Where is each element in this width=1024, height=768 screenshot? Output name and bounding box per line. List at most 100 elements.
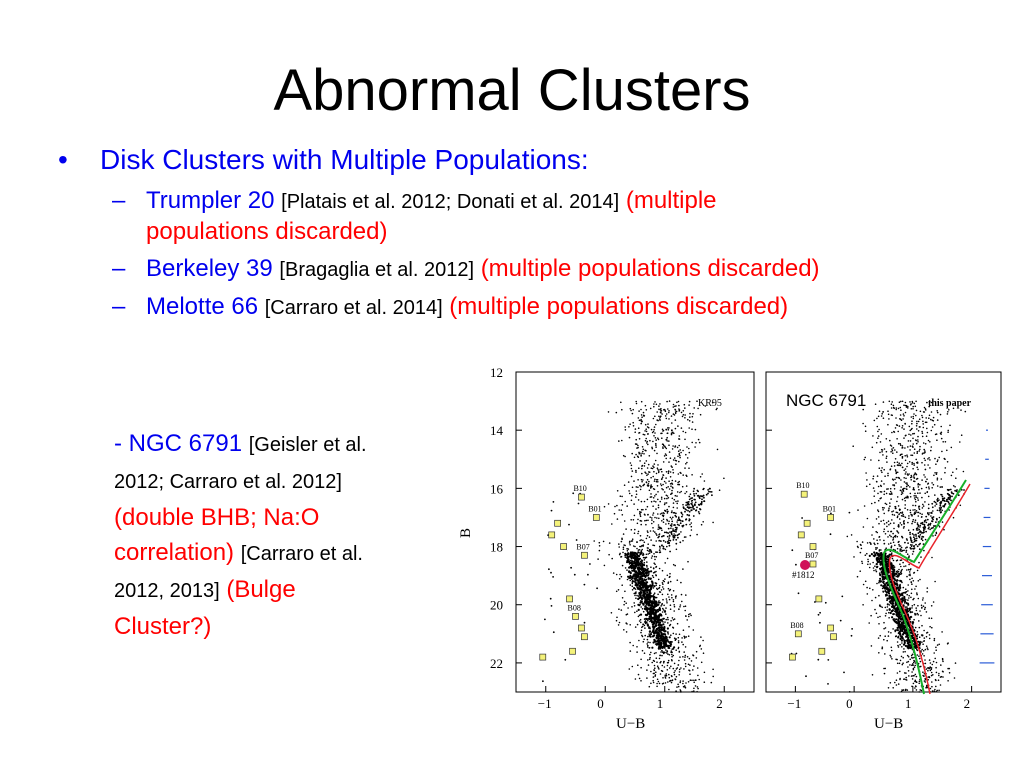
- star-point: [671, 510, 673, 512]
- star-point: [649, 496, 652, 498]
- star-point: [873, 490, 876, 492]
- star-point: [913, 641, 916, 644]
- star-point: [954, 662, 957, 664]
- star-point: [651, 661, 653, 664]
- star-point: [644, 423, 647, 426]
- star-point: [923, 448, 925, 451]
- star-point: [649, 549, 652, 551]
- star-point: [675, 538, 678, 541]
- star-point: [676, 491, 679, 493]
- star-point: [918, 561, 920, 564]
- star-point: [682, 629, 685, 631]
- star-point: [639, 575, 642, 579]
- star-point: [625, 528, 627, 530]
- star-point: [654, 531, 656, 533]
- star-point: [904, 487, 906, 490]
- star-point: [662, 488, 664, 491]
- star-point: [665, 486, 668, 489]
- star-point: [909, 607, 911, 609]
- star-point: [865, 485, 868, 488]
- marked-star-box: [572, 613, 579, 620]
- star-point: [680, 593, 683, 596]
- star-point: [593, 540, 595, 542]
- star-point: [602, 540, 605, 543]
- star-point: [660, 415, 662, 417]
- star-point: [925, 515, 928, 518]
- star-point: [657, 524, 660, 526]
- star-point: [641, 472, 643, 475]
- star-point: [883, 621, 885, 624]
- star-point: [894, 592, 897, 595]
- star-point: [639, 539, 641, 542]
- star-point: [657, 603, 660, 606]
- star-point: [880, 469, 882, 472]
- star-point: [652, 544, 654, 546]
- star-point: [878, 459, 880, 462]
- star-point: [640, 478, 643, 481]
- star-point: [896, 511, 899, 514]
- star-point: [668, 520, 670, 523]
- star-point: [649, 530, 652, 532]
- star-point: [868, 566, 871, 569]
- star-point: [668, 440, 670, 442]
- star-point: [874, 608, 876, 611]
- star-point: [910, 403, 912, 405]
- star-point: [878, 522, 880, 525]
- star-point: [697, 687, 699, 690]
- star-point: [893, 430, 895, 433]
- star-point: [875, 441, 878, 444]
- star-point: [646, 442, 648, 444]
- star-point: [573, 573, 576, 576]
- star-point: [908, 624, 911, 627]
- star-point: [658, 619, 661, 622]
- star-point: [916, 545, 919, 548]
- star-point: [901, 630, 904, 633]
- star-point: [905, 672, 907, 674]
- star-point: [948, 672, 951, 674]
- star-point: [672, 403, 675, 406]
- star-point: [651, 522, 653, 525]
- star-point: [677, 473, 680, 475]
- star-point: [659, 500, 661, 503]
- star-point: [640, 568, 643, 571]
- star-point: [913, 545, 915, 547]
- star-point: [917, 604, 919, 607]
- star-point: [647, 473, 649, 475]
- star-point: [917, 532, 920, 535]
- star-point: [913, 402, 916, 405]
- star-point: [665, 674, 668, 677]
- star-point: [651, 584, 654, 587]
- star-point: [642, 595, 645, 598]
- star-point: [904, 473, 907, 475]
- star-point: [652, 530, 655, 532]
- star-point: [642, 448, 645, 451]
- star-point: [913, 448, 916, 450]
- star-point: [626, 561, 629, 564]
- overlay-label: NGC 6791: [786, 391, 866, 410]
- star-point: [620, 609, 623, 611]
- star-point: [675, 675, 678, 678]
- star-point: [924, 648, 927, 651]
- star-point: [912, 580, 915, 582]
- star-point: [659, 403, 661, 405]
- star-point: [664, 633, 667, 636]
- star-point: [704, 405, 707, 407]
- star-point: [937, 679, 940, 681]
- star-point: [948, 498, 951, 501]
- star-point: [666, 495, 669, 497]
- star-point: [654, 558, 656, 561]
- star-point: [646, 677, 648, 679]
- star-point: [650, 500, 653, 503]
- star-point: [660, 605, 662, 607]
- star-point: [947, 411, 949, 413]
- star-point: [936, 479, 939, 481]
- star-point: [677, 425, 679, 427]
- star-point: [901, 492, 904, 494]
- star-point: [637, 603, 640, 606]
- star-point: [677, 641, 680, 644]
- star-point: [607, 503, 610, 505]
- star-point: [878, 594, 880, 597]
- star-point: [916, 592, 918, 594]
- star-point: [868, 554, 871, 557]
- star-point: [949, 494, 951, 497]
